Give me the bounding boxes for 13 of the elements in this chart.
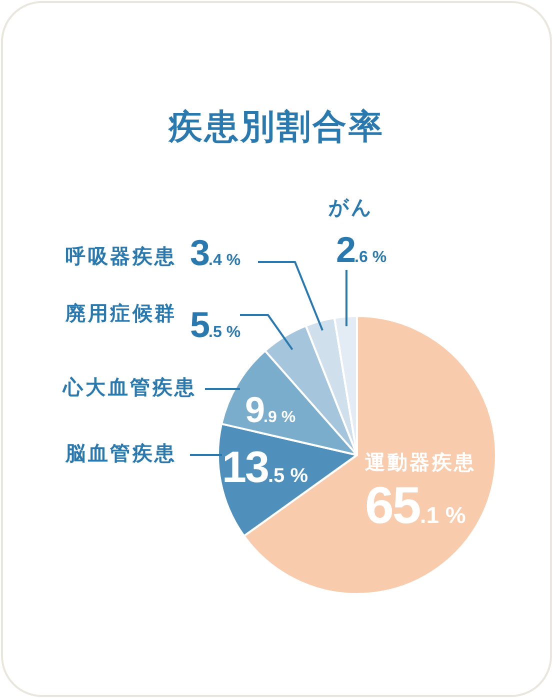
slice-label: 呼吸器疾患 — [66, 245, 177, 268]
slice-label: 廃用症候群 — [64, 302, 177, 325]
data-label: 13.5 % — [222, 443, 308, 492]
slice-label: 心大血管疾患 — [62, 376, 197, 399]
data-label: 5.5 % — [190, 304, 241, 345]
data-label: 3.4 % — [190, 232, 241, 273]
slice-label: 運動器疾患 — [364, 451, 476, 474]
data-label: 9.9 % — [245, 389, 296, 430]
slice-label: 脳血管疾患 — [64, 442, 177, 465]
slice-label: がん — [328, 197, 374, 219]
data-label: 2.6 % — [336, 229, 387, 270]
data-label: 65.1 % — [365, 477, 466, 535]
chart-title: 疾患別割合率 — [168, 108, 384, 146]
